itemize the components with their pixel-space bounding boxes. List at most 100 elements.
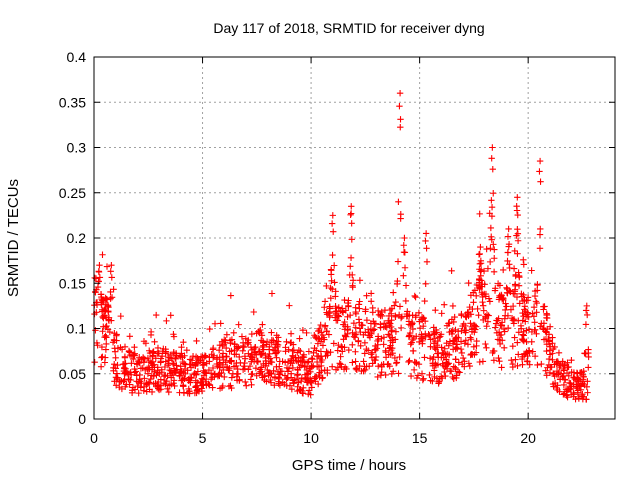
data-point — [522, 318, 529, 325]
data-point — [319, 342, 327, 349]
data-point — [217, 320, 224, 327]
data-point — [537, 225, 544, 233]
data-point — [250, 345, 258, 353]
data-point — [422, 230, 430, 237]
data-point — [356, 319, 363, 326]
data-point — [582, 350, 589, 357]
data-point — [255, 348, 263, 355]
data-point — [347, 211, 354, 219]
data-point — [99, 251, 106, 258]
data-point — [162, 350, 169, 357]
data-point — [342, 307, 350, 314]
data-point — [363, 292, 370, 299]
data-point — [200, 367, 207, 374]
data-point — [470, 299, 477, 306]
data-point — [516, 274, 523, 281]
x-tick-label: 0 — [90, 430, 98, 446]
data-point — [349, 359, 356, 366]
data-point — [252, 364, 260, 372]
data-point — [410, 334, 418, 342]
data-point — [281, 381, 288, 388]
data-point — [519, 309, 526, 317]
data-point — [431, 344, 438, 352]
data-point — [440, 362, 447, 369]
data-point — [344, 323, 351, 330]
x-tick-label: 20 — [520, 430, 536, 446]
data-point — [479, 293, 486, 301]
data-point — [452, 344, 460, 351]
data-point — [498, 331, 505, 339]
data-point — [371, 346, 379, 353]
data-point — [164, 385, 171, 393]
data-point — [128, 360, 135, 367]
data-point — [346, 312, 354, 319]
data-point — [136, 354, 143, 361]
data-point — [103, 334, 110, 341]
data-point — [369, 360, 376, 367]
data-point — [362, 308, 369, 315]
data-point — [560, 365, 567, 373]
data-point — [287, 330, 295, 337]
data-point — [268, 358, 276, 366]
data-point — [294, 366, 302, 374]
data-point — [323, 282, 330, 290]
data-point — [96, 261, 103, 269]
data-point — [155, 350, 162, 357]
data-point — [339, 348, 346, 355]
data-point — [275, 378, 282, 385]
data-point — [297, 348, 304, 355]
data-point — [492, 324, 499, 331]
data-point — [578, 392, 586, 400]
data-point — [348, 220, 355, 227]
data-point — [542, 367, 549, 374]
data-point — [233, 359, 240, 367]
data-point — [348, 236, 355, 243]
data-point — [91, 310, 98, 318]
data-point — [420, 375, 427, 382]
data-point — [465, 360, 473, 367]
data-point — [514, 237, 522, 244]
data-point — [277, 368, 284, 375]
data-point — [199, 353, 206, 361]
x-tick-label: 10 — [303, 430, 319, 446]
data-point — [297, 357, 305, 364]
data-point — [432, 307, 439, 314]
y-tick-label: 0.05 — [59, 366, 86, 382]
data-point — [570, 391, 578, 398]
data-point — [385, 351, 392, 358]
data-point — [226, 348, 233, 355]
data-point — [490, 241, 497, 248]
data-point — [228, 336, 236, 343]
data-point — [167, 312, 174, 319]
data-point — [523, 313, 531, 320]
data-point — [349, 341, 356, 348]
data-point — [361, 350, 368, 357]
data-point — [382, 347, 389, 355]
data-point — [405, 358, 412, 366]
data-point — [410, 366, 418, 374]
data-point — [500, 344, 508, 352]
data-point — [572, 396, 579, 403]
data-point — [531, 353, 539, 360]
data-point — [146, 379, 153, 386]
data-point — [515, 269, 522, 276]
data-point — [206, 381, 213, 388]
data-point — [427, 336, 434, 343]
data-point — [454, 328, 462, 335]
data-point — [422, 237, 429, 245]
data-point — [577, 380, 585, 388]
data-point — [290, 346, 297, 354]
data-point — [121, 376, 128, 384]
data-point — [441, 301, 448, 308]
data-point — [396, 303, 404, 310]
data-point — [456, 369, 463, 376]
data-point — [263, 338, 271, 345]
data-point — [233, 343, 240, 350]
data-point — [211, 320, 219, 327]
data-point — [406, 357, 413, 364]
data-point — [355, 301, 363, 308]
data-point — [396, 353, 403, 361]
data-point — [513, 232, 520, 239]
data-point — [337, 361, 344, 368]
